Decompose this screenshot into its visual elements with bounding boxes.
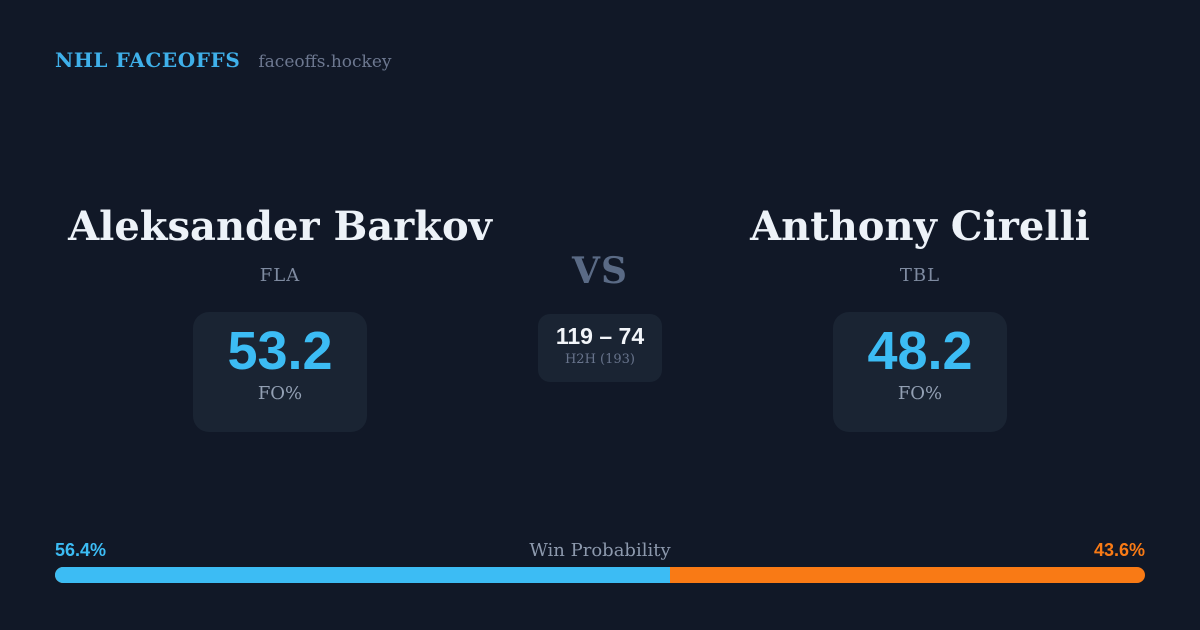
player-right-team: TBL bbox=[899, 265, 941, 286]
player-right-name: Anthony Cirelli bbox=[750, 203, 1090, 250]
site-url: faceoffs.hockey bbox=[258, 52, 392, 72]
player-left-column: Aleksander Barkov FLA 53.2 FO% bbox=[60, 205, 500, 432]
vs-label: VS bbox=[572, 250, 628, 292]
player-left-team: FLA bbox=[259, 265, 301, 286]
header: NHL FACEOFFS faceoffs.hockey bbox=[55, 48, 392, 72]
player-left-stat-card: 53.2 FO% bbox=[193, 312, 367, 432]
brand-title: NHL FACEOFFS bbox=[55, 48, 241, 72]
h2h-score: 119 – 74 bbox=[555, 323, 645, 349]
versus-column: VS 119 – 74 H2H (193) bbox=[500, 250, 700, 382]
player-right-column: Anthony Cirelli TBL 48.2 FO% bbox=[700, 205, 1140, 432]
win-prob-bar-left bbox=[55, 567, 670, 583]
player-right-stat-card: 48.2 FO% bbox=[833, 312, 1007, 432]
win-probability-labels: 56.4% Win Probability 43.6% bbox=[55, 540, 1145, 561]
player-left-fo-value: 53.2 bbox=[227, 321, 333, 381]
player-right-fo-label: FO% bbox=[897, 383, 943, 405]
player-left-name: Aleksander Barkov bbox=[68, 203, 492, 250]
win-prob-right-pct: 43.6% bbox=[1093, 540, 1145, 560]
player-left-fo-label: FO% bbox=[257, 383, 303, 405]
win-prob-title: Win Probability bbox=[529, 540, 671, 561]
h2h-label: H2H (193) bbox=[564, 352, 636, 368]
win-prob-left-pct: 56.4% bbox=[55, 540, 107, 560]
player-right-fo-value: 48.2 bbox=[867, 321, 973, 381]
h2h-card: 119 – 74 H2H (193) bbox=[538, 314, 662, 382]
win-prob-bar bbox=[55, 567, 1145, 583]
